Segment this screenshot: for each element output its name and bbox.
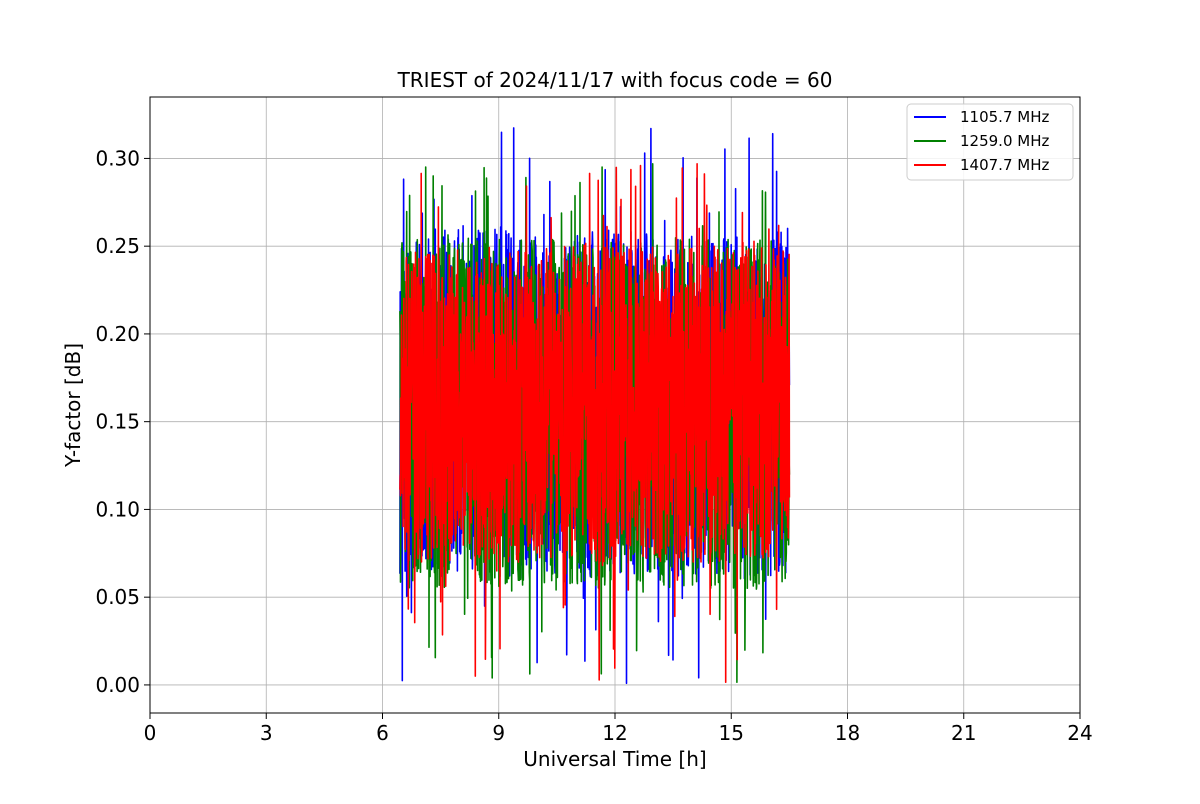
series-layer: [399, 127, 791, 685]
x-tick-label: 18: [835, 721, 860, 745]
legend-label-1: 1105.7 MHz: [960, 108, 1049, 126]
x-axis-label: Universal Time [h]: [523, 747, 706, 771]
y-axis-ticks: 0.00 0.05 0.10 0.15 0.20 0.25 0.30: [95, 146, 150, 697]
y-tick-label: 0.30: [95, 146, 140, 170]
x-tick-label: 6: [376, 721, 389, 745]
x-tick-label: 9: [492, 721, 505, 745]
legend-label-2: 1259.0 MHz: [960, 132, 1049, 150]
legend-box: [906, 103, 1074, 181]
x-tick-label: 12: [602, 721, 627, 745]
plot-area: [399, 127, 791, 685]
series-line-3: [399, 163, 791, 684]
y-axis-label: Y-factor [dB]: [61, 343, 85, 468]
y-tick-label: 0.00: [95, 673, 140, 697]
chart-title: TRIEST of 2024/11/17 with focus code = 6…: [397, 68, 833, 92]
y-tick-label: 0.05: [95, 585, 140, 609]
y-tick-label: 0.10: [95, 497, 140, 521]
legend-label-3: 1407.7 MHz: [960, 156, 1049, 174]
y-tick-label: 0.25: [95, 234, 140, 258]
x-tick-label: 3: [260, 721, 273, 745]
x-axis-ticks: 0 3 6 9 12 15 18 21 24: [144, 713, 1093, 745]
x-tick-label: 21: [951, 721, 976, 745]
x-tick-label: 24: [1067, 721, 1092, 745]
x-tick-label: 15: [719, 721, 744, 745]
legend: 1105.7 MHz 1259.0 MHz 1407.7 MHz: [906, 103, 1074, 181]
y-tick-label: 0.20: [95, 322, 140, 346]
y-tick-label: 0.15: [95, 410, 140, 434]
x-tick-label: 0: [144, 721, 157, 745]
